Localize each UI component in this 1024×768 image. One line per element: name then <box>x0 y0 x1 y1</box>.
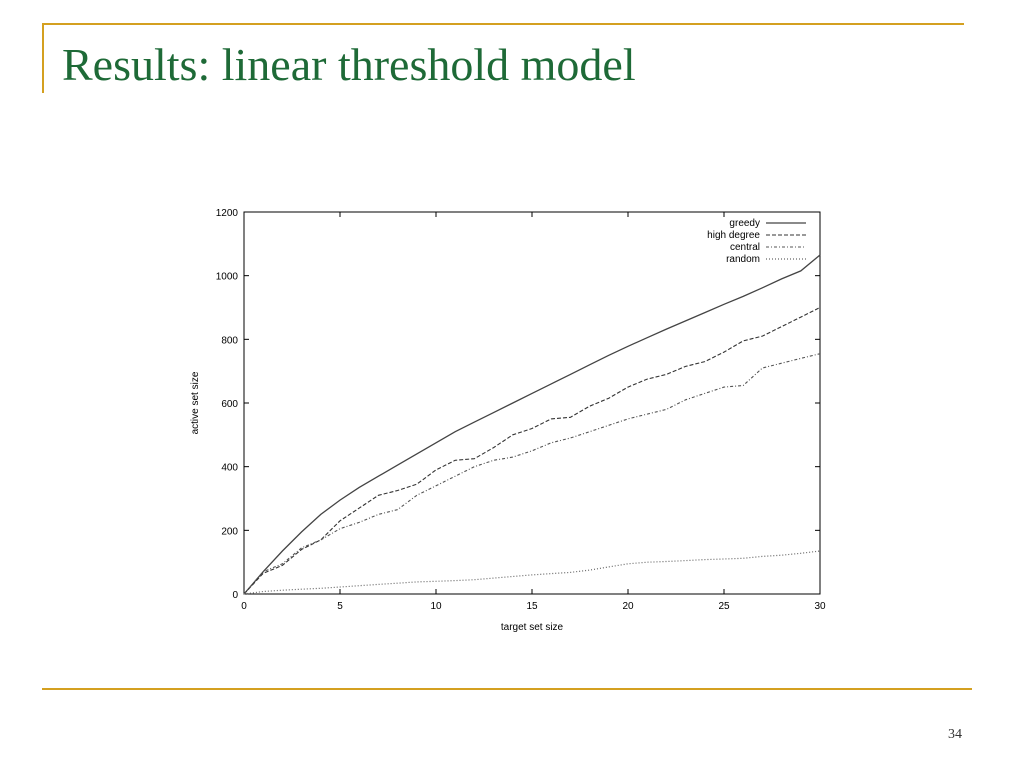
slide-title: Results: linear threshold model <box>62 39 636 90</box>
y-tick-label: 800 <box>221 335 238 346</box>
x-tick-label: 30 <box>814 601 826 612</box>
series-line-central <box>243 353 821 595</box>
top-accent-rule <box>42 23 964 25</box>
y-tick-label: 0 <box>232 590 238 601</box>
chart-series <box>243 254 821 595</box>
plot-frame <box>243 211 821 595</box>
x-tick-label: 25 <box>718 601 730 612</box>
series-line-high-degree <box>243 307 821 595</box>
legend-label-central: central <box>730 242 760 253</box>
y-tick-label: 1000 <box>216 272 239 283</box>
x-tick-label: 10 <box>430 601 442 612</box>
x-tick-label: 0 <box>241 601 247 612</box>
chart-container: 0 5 10 15 20 25 30 0 200 400 600 800 1000 1200 greedy… <box>180 195 840 645</box>
y-tick-label: 600 <box>221 399 238 410</box>
x-tick-label: 5 <box>337 601 343 612</box>
page-number: 34 <box>948 727 962 742</box>
y-tick-label: 1200 <box>216 208 239 219</box>
y-tick-label: 400 <box>221 463 238 474</box>
legend-label-greedy: greedy <box>729 218 760 229</box>
x-tick-label: 20 <box>622 601 634 612</box>
y-tick-label: 200 <box>221 526 238 537</box>
bottom-accent-rule <box>42 688 972 690</box>
x-axis-label: target set size <box>501 622 564 633</box>
y-axis-label: active set size <box>190 371 201 434</box>
series-line-greedy <box>243 254 821 595</box>
line-chart: 0 5 10 15 20 25 30 0 200 400 600 800 1000 1200 greedy… <box>190 208 826 633</box>
left-accent-rule <box>42 23 44 93</box>
chart-axes: 0 5 10 15 20 25 30 0 200 400 600 800 1000 1200 <box>216 208 826 612</box>
x-tick-label: 15 <box>526 601 538 612</box>
legend-label-random: random <box>726 254 760 265</box>
legend-label-high-degree: high degree <box>707 230 760 241</box>
series-line-random <box>243 550 821 595</box>
